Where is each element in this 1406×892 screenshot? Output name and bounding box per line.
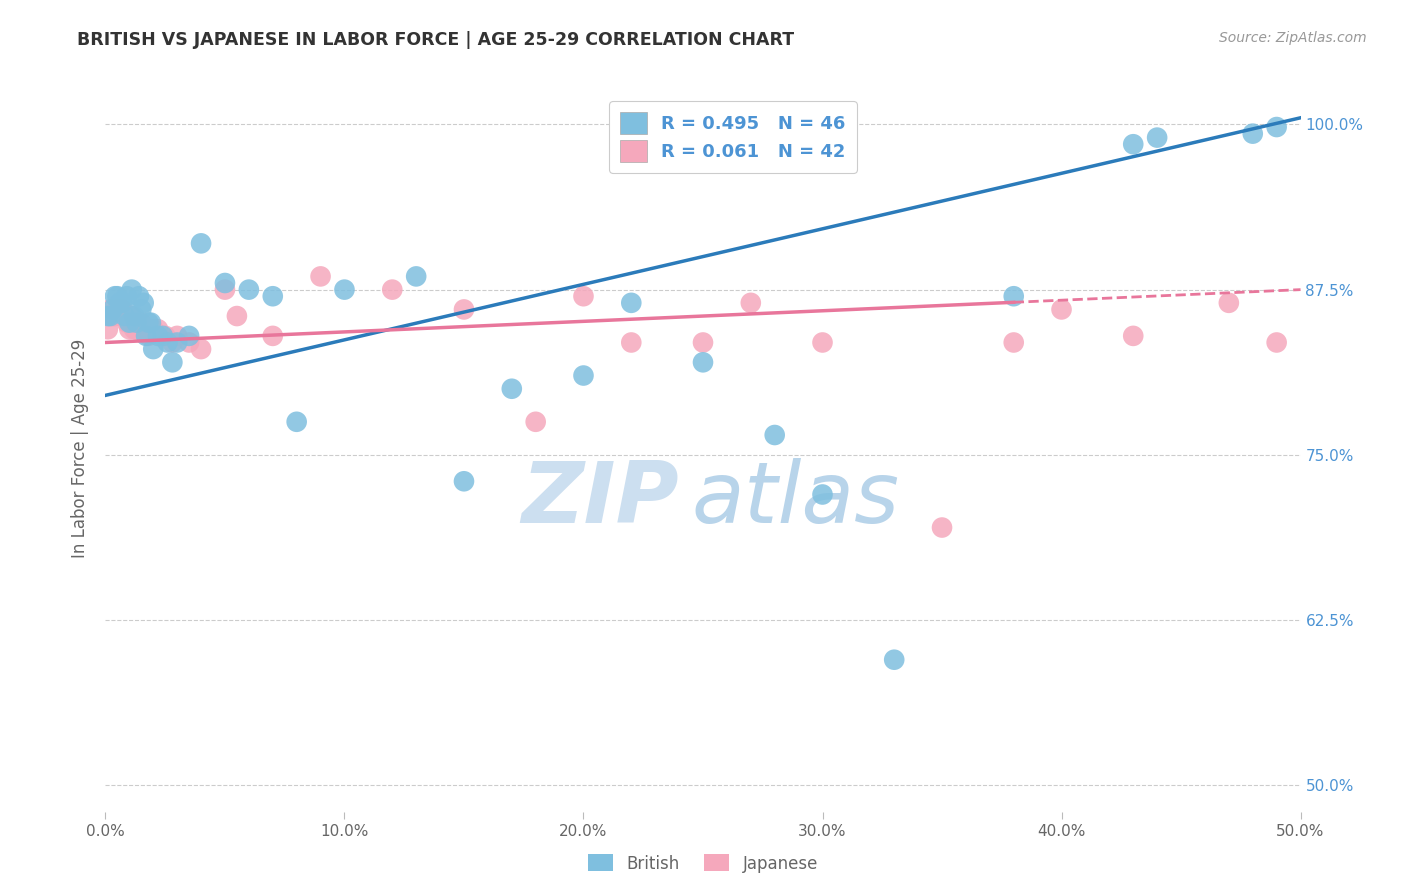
Point xyxy=(121,283,143,297)
Point xyxy=(122,309,145,323)
Point xyxy=(121,309,143,323)
Point xyxy=(142,342,165,356)
Point xyxy=(262,329,284,343)
Point xyxy=(97,309,120,323)
Point xyxy=(115,289,138,303)
Point xyxy=(811,487,834,501)
Point xyxy=(405,269,427,284)
Point xyxy=(153,329,177,343)
Point xyxy=(97,322,120,336)
Point xyxy=(225,309,249,323)
Point xyxy=(1146,130,1168,145)
Point xyxy=(333,283,356,297)
Point xyxy=(214,276,236,290)
Text: Source: ZipAtlas.com: Source: ZipAtlas.com xyxy=(1219,31,1367,45)
Point xyxy=(1002,289,1025,303)
Text: atlas: atlas xyxy=(692,458,898,541)
Point xyxy=(107,302,129,317)
Point xyxy=(98,309,121,323)
Y-axis label: In Labor Force | Age 25-29: In Labor Force | Age 25-29 xyxy=(70,339,89,558)
Point xyxy=(129,302,153,317)
Point xyxy=(1265,120,1288,134)
Point xyxy=(620,295,643,310)
Text: ZIP: ZIP xyxy=(522,458,679,541)
Point xyxy=(114,309,136,323)
Point xyxy=(190,236,212,251)
Point xyxy=(381,283,404,297)
Point xyxy=(177,335,201,350)
Point xyxy=(128,316,150,330)
Legend: R = 0.495   N = 46, R = 0.061   N = 42: R = 0.495 N = 46, R = 0.061 N = 42 xyxy=(609,101,856,173)
Point xyxy=(156,335,179,350)
Point xyxy=(108,309,131,323)
Point xyxy=(931,520,953,534)
Point xyxy=(162,355,184,369)
Point xyxy=(111,302,134,317)
Point xyxy=(262,289,284,303)
Point xyxy=(692,335,714,350)
Point xyxy=(166,335,188,350)
Point xyxy=(132,322,155,336)
Point xyxy=(152,329,174,343)
Point xyxy=(129,316,153,330)
Point xyxy=(125,316,148,330)
Point xyxy=(501,382,523,396)
Point xyxy=(108,295,131,310)
Point xyxy=(285,415,308,429)
Point xyxy=(572,368,595,383)
Point xyxy=(142,322,165,336)
Point xyxy=(104,289,127,303)
Point xyxy=(98,302,121,317)
Point xyxy=(135,329,157,343)
Point xyxy=(114,309,136,323)
Point xyxy=(115,316,138,330)
Point xyxy=(453,302,475,317)
Point xyxy=(1218,295,1240,310)
Point xyxy=(572,289,595,303)
Point xyxy=(146,322,169,336)
Point xyxy=(620,335,643,350)
Point xyxy=(190,342,212,356)
Point xyxy=(138,329,160,343)
Point xyxy=(1050,302,1073,317)
Point xyxy=(111,295,134,310)
Point xyxy=(1002,335,1025,350)
Point xyxy=(309,269,332,284)
Point xyxy=(104,309,127,323)
Point xyxy=(166,329,188,343)
Point xyxy=(101,302,124,317)
Point xyxy=(101,309,124,323)
Text: BRITISH VS JAPANESE IN LABOR FORCE | AGE 25-29 CORRELATION CHART: BRITISH VS JAPANESE IN LABOR FORCE | AGE… xyxy=(77,31,794,49)
Point xyxy=(118,316,141,330)
Point xyxy=(740,295,762,310)
Point xyxy=(453,475,475,489)
Point xyxy=(125,322,148,336)
Point xyxy=(162,335,184,350)
Point xyxy=(139,316,162,330)
Point xyxy=(1265,335,1288,350)
Point xyxy=(128,289,150,303)
Point xyxy=(177,329,201,343)
Point xyxy=(883,653,905,667)
Point xyxy=(1122,329,1144,343)
Legend: British, Japanese: British, Japanese xyxy=(581,847,825,880)
Point xyxy=(146,329,169,343)
Point xyxy=(1241,127,1264,141)
Point xyxy=(524,415,547,429)
Point xyxy=(692,355,714,369)
Point xyxy=(138,316,160,330)
Point xyxy=(1122,137,1144,152)
Point xyxy=(763,428,786,442)
Point xyxy=(132,295,155,310)
Point xyxy=(238,283,260,297)
Point xyxy=(118,322,141,336)
Point xyxy=(122,322,145,336)
Point xyxy=(107,289,129,303)
Point xyxy=(214,283,236,297)
Point xyxy=(811,335,834,350)
